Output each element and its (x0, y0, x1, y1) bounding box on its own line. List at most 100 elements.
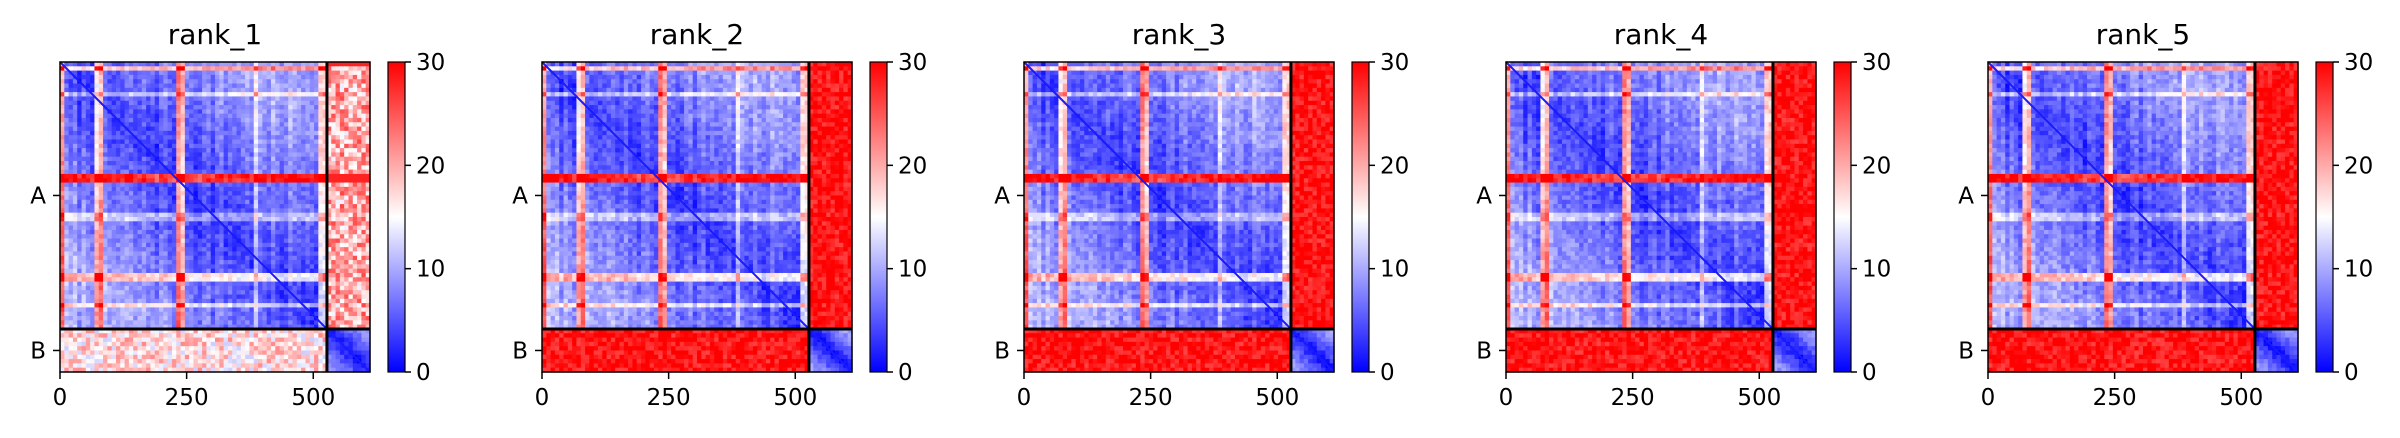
heatmap-cell (339, 139, 345, 145)
heatmap-cell (180, 247, 186, 253)
heatmap-cell (232, 298, 238, 304)
heatmap-cell (146, 354, 152, 360)
heatmap-cell (344, 122, 350, 128)
heatmap-cell (77, 281, 83, 287)
heatmap-cell (357, 221, 362, 227)
heatmap-cell (361, 242, 367, 248)
heatmap-cell (98, 255, 104, 261)
heatmap-cell (227, 165, 233, 171)
heatmap-cell (176, 359, 182, 364)
heatmap-cell (258, 113, 263, 119)
heatmap-cell (335, 117, 341, 123)
heatmap-cell (133, 316, 139, 321)
heatmap-cell (365, 169, 371, 175)
heatmap-cell (227, 234, 233, 240)
heatmap-cell (232, 324, 238, 330)
heatmap-cell (167, 260, 173, 265)
heatmap-cell (189, 316, 195, 321)
heatmap-cell (262, 92, 268, 98)
heatmap-cell (305, 337, 311, 343)
heatmap-cell (94, 169, 100, 175)
heatmap-cell (219, 264, 225, 270)
heatmap-cell (68, 152, 74, 158)
heatmap-cell (180, 311, 186, 317)
heatmap-cell (60, 247, 65, 253)
heatmap-cell (90, 281, 96, 287)
heatmap-cell (133, 225, 139, 231)
heatmap-cell (120, 346, 126, 352)
heatmap-cell (309, 281, 315, 287)
heatmap-cell (215, 225, 220, 231)
heatmap-cell (283, 165, 289, 171)
heatmap-cell (301, 268, 307, 274)
heatmap-cell (133, 62, 139, 67)
heatmap-cell (124, 100, 130, 106)
heatmap-cell (60, 221, 65, 227)
heatmap-cell (197, 143, 203, 149)
heatmap-cell (223, 139, 229, 145)
heatmap-cell (159, 62, 164, 67)
heatmap-cell (215, 92, 220, 98)
heatmap-cell (326, 135, 332, 141)
heatmap-cell (318, 247, 324, 253)
heatmap-cell (64, 341, 70, 347)
heatmap-cell (154, 66, 160, 72)
heatmap-cell (107, 79, 113, 85)
heatmap-cell (240, 294, 246, 300)
heatmap-cell (85, 195, 91, 201)
heatmap-cell (189, 311, 195, 317)
heatmap-cell (137, 221, 143, 227)
heatmap-cell (258, 285, 263, 291)
heatmap-cell (141, 117, 147, 123)
heatmap-cell (279, 208, 285, 214)
heatmap-cell (249, 66, 255, 72)
heatmap-cell (283, 79, 289, 85)
heatmap-cell (262, 62, 268, 67)
heatmap-cell (352, 234, 358, 240)
heatmap-cell (68, 260, 74, 265)
heatmap-cell (90, 272, 96, 278)
heatmap-cell (137, 165, 143, 171)
heatmap-cell (68, 130, 74, 136)
heatmap-cell (249, 79, 255, 85)
heatmap-cell (249, 105, 255, 110)
heatmap-cell (124, 242, 130, 248)
heatmap-cell (103, 341, 108, 347)
heatmap-cell (305, 303, 311, 309)
heatmap-cell (202, 264, 207, 270)
heatmap-cell (283, 242, 289, 248)
heatmap-cell (266, 337, 272, 343)
heatmap-cell (60, 139, 65, 145)
heatmap-cell (60, 74, 65, 80)
heatmap-cell (133, 268, 139, 274)
heatmap-cell (107, 337, 113, 343)
heatmap-cell (348, 320, 354, 326)
heatmap-cell (223, 152, 229, 158)
heatmap-cell (167, 100, 173, 106)
heatmap-cell (163, 341, 169, 347)
heatmap-cell (103, 350, 108, 356)
heatmap-cell (275, 186, 281, 192)
heatmap-cell (357, 303, 362, 309)
heatmap-cell (159, 341, 164, 347)
heatmap-cell (348, 117, 354, 123)
heatmap-cell (90, 100, 96, 106)
heatmap-cell (227, 135, 233, 141)
heatmap-cell (193, 346, 199, 352)
heatmap-cell (133, 109, 139, 115)
heatmap-cell (270, 199, 276, 205)
heatmap-cell (344, 173, 350, 179)
heatmap-cell (292, 182, 298, 188)
heatmap-cell (305, 346, 311, 352)
heatmap-cell (292, 135, 298, 141)
heatmap-cell (150, 294, 156, 300)
heatmap-cell (64, 251, 70, 257)
heatmap-cell (266, 199, 272, 205)
heatmap-cell (292, 105, 298, 110)
heatmap-cell (176, 139, 182, 145)
heatmap-cell (163, 148, 169, 154)
heatmap-cell (184, 139, 190, 145)
heatmap-cell (361, 122, 367, 128)
heatmap-cell (309, 354, 315, 360)
heatmap-cell (64, 277, 70, 283)
